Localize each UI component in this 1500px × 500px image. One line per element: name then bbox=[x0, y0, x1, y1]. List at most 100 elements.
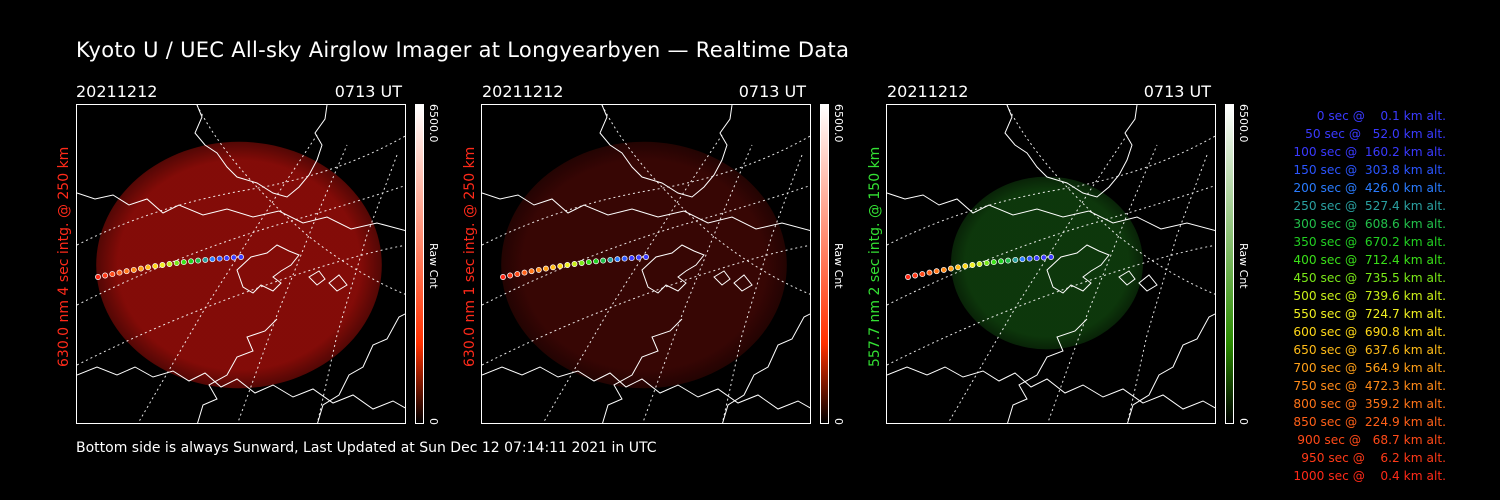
trajectory-point bbox=[600, 257, 607, 264]
panel-3-time: 0713 UT bbox=[1143, 82, 1211, 101]
lat-lon-grid bbox=[77, 105, 405, 423]
trajectory-point bbox=[130, 266, 137, 273]
legend-row: 50 sec @ 52.0 km alt. bbox=[1305, 127, 1446, 141]
trajectory-point bbox=[947, 265, 954, 272]
trajectory-point bbox=[109, 271, 116, 278]
legend-row: 650 sec @ 637.6 km alt. bbox=[1293, 343, 1446, 357]
trajectory-point bbox=[166, 261, 173, 267]
trajectory-point bbox=[180, 259, 187, 266]
trajectory-point bbox=[528, 268, 535, 275]
trajectory-point bbox=[571, 261, 578, 267]
legend-row: 200 sec @ 426.0 km alt. bbox=[1293, 181, 1446, 195]
legend-row: 150 sec @ 303.8 km alt. bbox=[1293, 163, 1446, 177]
lat-lon-grid bbox=[887, 105, 1215, 423]
trajectory-point bbox=[521, 269, 528, 276]
trajectory-point bbox=[628, 255, 635, 262]
coastlines bbox=[77, 105, 405, 423]
trajectory-point bbox=[969, 262, 976, 268]
trajectory-point bbox=[1019, 256, 1026, 263]
legend-row: 300 sec @ 608.6 km alt. bbox=[1293, 217, 1446, 231]
trajectory-point bbox=[1026, 255, 1033, 262]
trajectory-point bbox=[998, 258, 1004, 265]
legend-row: 850 sec @ 224.9 km alt. bbox=[1293, 415, 1446, 429]
trajectory-point bbox=[542, 265, 549, 272]
trajectory-point bbox=[912, 272, 919, 279]
trajectory-point bbox=[238, 254, 244, 260]
trajectory-point bbox=[152, 263, 159, 270]
trajectory-point bbox=[514, 271, 521, 278]
legend-row: 800 sec @ 359.2 km alt. bbox=[1293, 397, 1446, 411]
panel-2-image bbox=[481, 104, 811, 424]
legend-row: 100 sec @ 160.2 km alt. bbox=[1293, 145, 1446, 159]
panel-1-time: 0713 UT bbox=[334, 82, 402, 101]
lat-lon-grid bbox=[482, 105, 810, 423]
panel-3-date: 20211212 bbox=[887, 82, 969, 101]
airglow-disc bbox=[501, 141, 787, 389]
trajectory-point bbox=[983, 260, 990, 266]
trajectory-point bbox=[216, 255, 223, 262]
airglow-disc bbox=[96, 141, 382, 389]
trajectory bbox=[500, 254, 649, 280]
trajectory-point bbox=[550, 264, 556, 271]
trajectory-point bbox=[230, 254, 237, 261]
airglow-image bbox=[482, 105, 810, 423]
trajectory-point bbox=[95, 274, 101, 280]
trajectory-point bbox=[933, 268, 940, 275]
trajectory-point bbox=[919, 271, 926, 278]
trajectory-point bbox=[195, 257, 202, 264]
legend-row: 350 sec @ 670.2 km alt. bbox=[1293, 235, 1446, 249]
panel-3-colorbar-min: 0 bbox=[1237, 418, 1250, 425]
legend-row: 950 sec @ 6.2 km alt. bbox=[1301, 451, 1446, 465]
legend-row: 450 sec @ 735.5 km alt. bbox=[1293, 271, 1446, 285]
trajectory-point bbox=[614, 256, 621, 263]
trajectory-point bbox=[635, 254, 642, 261]
legend-row: 500 sec @ 739.6 km alt. bbox=[1293, 289, 1446, 303]
panel-2-time: 0713 UT bbox=[738, 82, 806, 101]
trajectory-point bbox=[500, 274, 506, 280]
trajectory-point bbox=[564, 262, 571, 268]
trajectory-point bbox=[643, 254, 649, 260]
airglow-disc bbox=[951, 176, 1143, 350]
trajectory-point bbox=[1012, 256, 1019, 263]
panel-2-colorbar bbox=[820, 104, 829, 424]
trajectory-point bbox=[940, 266, 947, 273]
coastlines bbox=[482, 105, 810, 423]
trajectory-point bbox=[145, 264, 151, 271]
trajectory-point bbox=[1005, 257, 1012, 264]
trajectory-point bbox=[123, 268, 130, 275]
coastlines bbox=[887, 105, 1215, 423]
trajectory-point bbox=[621, 255, 628, 262]
panel-1-colorbar-unit: Raw Cnt bbox=[427, 243, 440, 289]
legend-row: 400 sec @ 712.4 km alt. bbox=[1293, 253, 1446, 267]
trajectory-point bbox=[507, 272, 514, 279]
trajectory-point bbox=[585, 259, 592, 266]
legend-row: 600 sec @ 690.8 km alt. bbox=[1293, 325, 1446, 339]
trajectory-point bbox=[976, 261, 983, 267]
panel-1-colorbar-max: 6500.0 bbox=[427, 104, 440, 143]
trajectory-point bbox=[188, 258, 194, 265]
legend-row: 900 sec @ 68.7 km alt. bbox=[1297, 433, 1446, 447]
legend-row: 0 sec @ 0.1 km alt. bbox=[1316, 109, 1446, 123]
trajectory-point bbox=[962, 263, 969, 270]
panel-3-colorbar bbox=[1225, 104, 1234, 424]
trajectory-point bbox=[102, 272, 109, 279]
panel-1-colorbar-min: 0 bbox=[427, 418, 440, 425]
airglow-image bbox=[887, 105, 1215, 423]
trajectory-point bbox=[607, 256, 614, 263]
trajectory-point bbox=[593, 258, 599, 265]
trajectory-point bbox=[1033, 255, 1040, 262]
trajectory-point bbox=[557, 263, 564, 270]
trajectory-point bbox=[955, 264, 961, 271]
trajectory-legend: 0 sec @ 0.1 km alt. 50 sec @ 52.0 km alt.… bbox=[1262, 107, 1446, 485]
trajectory-point bbox=[137, 265, 144, 272]
trajectory-point bbox=[159, 262, 166, 268]
trajectory-point bbox=[578, 260, 585, 266]
legend-row: 750 sec @ 472.3 km alt. bbox=[1293, 379, 1446, 393]
panel-2-colorbar-unit: Raw Cnt bbox=[832, 243, 845, 289]
trajectory-point bbox=[1040, 254, 1047, 261]
trajectory-point bbox=[223, 255, 230, 262]
panel-3-image bbox=[886, 104, 1216, 424]
trajectory-point bbox=[173, 260, 180, 266]
panel-3-colorbar-max: 6500.0 bbox=[1237, 104, 1250, 143]
trajectory-point bbox=[1048, 254, 1054, 260]
